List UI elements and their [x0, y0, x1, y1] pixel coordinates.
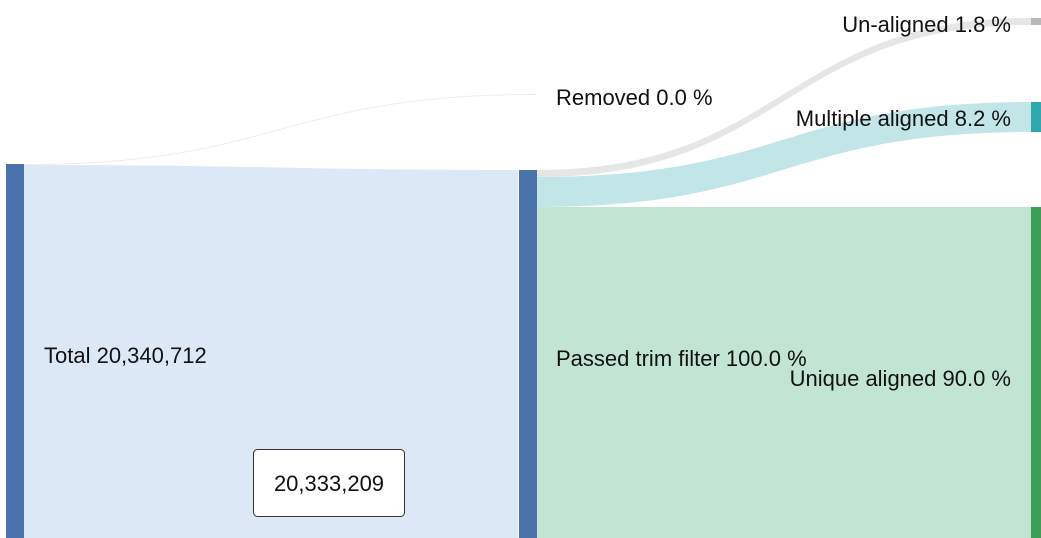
tooltip-box — [253, 449, 405, 517]
label-total: Total 20,340,712 — [44, 343, 207, 368]
link-total-to-passed[interactable] — [24, 165, 518, 538]
label-unique: Unique aligned 90.0 % — [790, 366, 1011, 391]
link-passed-to-unaligned[interactable] — [537, 18, 1031, 177]
node-passed[interactable] — [519, 170, 537, 538]
node-unaligned[interactable] — [1031, 18, 1041, 25]
label-passed: Passed trim filter 100.0 % — [556, 346, 807, 371]
node-multiple[interactable] — [1031, 102, 1041, 132]
link-total-to-removed[interactable] — [24, 94, 537, 165]
label-unaligned: Un-aligned 1.8 % — [842, 12, 1011, 37]
hover-tooltip: 20,333,209 — [253, 449, 405, 517]
link-passed-to-multiple[interactable] — [537, 102, 1031, 207]
node-total[interactable] — [6, 164, 24, 538]
tooltip-value: 20,333,209 — [274, 471, 384, 496]
node-unique[interactable] — [1031, 207, 1041, 538]
link-passed-to-unique[interactable] — [537, 207, 1031, 538]
label-multiple: Multiple aligned 8.2 % — [796, 106, 1011, 131]
label-removed: Removed 0.0 % — [556, 85, 713, 110]
